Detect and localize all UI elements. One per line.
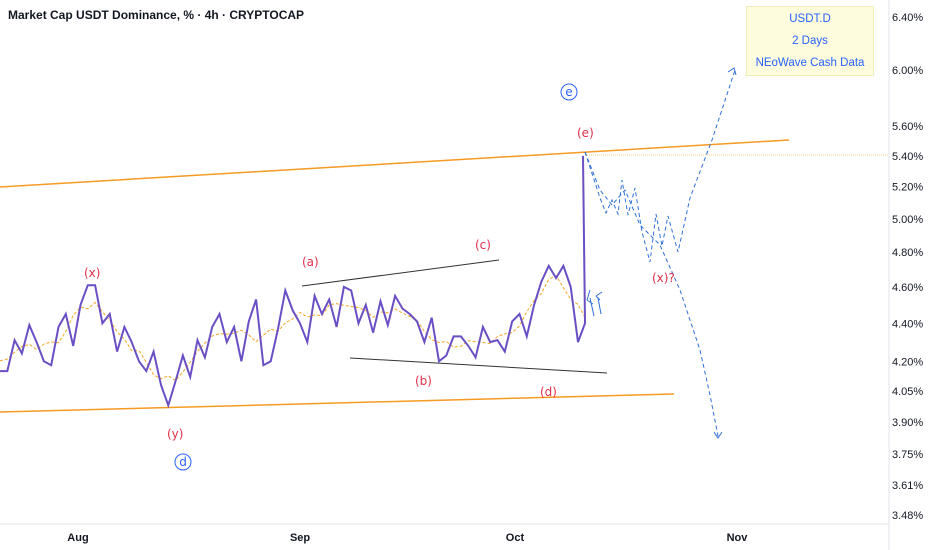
y-tick-label: 5.60% (892, 121, 923, 133)
y-tick-label: 4.05% (892, 386, 923, 398)
triangle-lower-line (349, 357, 608, 374)
y-tick-label: 3.48% (892, 510, 923, 522)
info-symbol: USDT.D (789, 13, 831, 25)
y-tick-label: 4.20% (892, 356, 923, 368)
wave-label-y: (y) (167, 427, 183, 441)
y-tick-label: 5.00% (892, 214, 923, 226)
price-series (0, 155, 587, 409)
x-tick-label: Aug (67, 532, 88, 544)
x-tick-label: Oct (506, 532, 525, 544)
y-tick-label: 3.75% (892, 449, 923, 461)
y-tick-label: 5.20% (892, 182, 923, 194)
wave-label-a: (a) (302, 255, 319, 269)
projection-down (584, 151, 719, 437)
y-tick-label: 3.90% (892, 417, 923, 429)
circle-label-e: e (560, 83, 578, 101)
y-tick-label: 6.00% (892, 65, 923, 77)
wave-label-b: (b) (415, 374, 432, 388)
info-box: USDT.D 2 Days NEoWave Cash Data (746, 6, 874, 76)
triangle-upper-line (301, 259, 500, 287)
y-tick-label: 3.61% (892, 480, 923, 492)
x-tick-label: Sep (290, 532, 310, 544)
x-axis-ticks: Aug Sep Oct Nov (67, 532, 748, 544)
lower-channel-line (0, 393, 675, 413)
arrow-marker-2 (595, 291, 603, 315)
circle-label-d: d (174, 453, 192, 471)
y-tick-label: 5.40% (892, 151, 923, 163)
circle-label-d-text: d (179, 455, 187, 469)
circle-label-e-text: e (565, 85, 572, 99)
projection-up (584, 69, 736, 263)
y-tick-label: 4.60% (892, 282, 923, 294)
arrowhead-down (713, 431, 723, 439)
ma-line (0, 275, 586, 382)
arrow-marker-1 (586, 289, 595, 317)
wave-label-x2: (x)? (652, 271, 675, 285)
x-tick-label: Nov (727, 532, 749, 544)
y-tick-label: 4.80% (892, 247, 923, 259)
y-tick-label: 4.40% (892, 318, 923, 330)
info-timeframe: 2 Days (792, 35, 828, 47)
wave-label-x1: (x) (84, 266, 100, 280)
wave-label-e: (e) (577, 126, 594, 140)
arrowhead-up (727, 67, 737, 76)
wave-label-c: (c) (475, 238, 491, 252)
moving-average-line (0, 275, 586, 382)
upper-channel-line (0, 139, 790, 188)
price-line (0, 155, 587, 409)
y-tick-label: 6.40% (892, 12, 923, 24)
y-axis-ticks: 6.40% 6.00% 5.60% 5.40% 5.20% 5.00% 4.80% 4.60%… (892, 12, 923, 522)
wave-label-d: (d) (540, 385, 557, 399)
info-source: NEoWave Cash Data (755, 57, 865, 69)
projection-path (584, 67, 737, 439)
chart-title: Market Cap USDT Dominance, % · 4h · CRYP… (8, 8, 305, 22)
